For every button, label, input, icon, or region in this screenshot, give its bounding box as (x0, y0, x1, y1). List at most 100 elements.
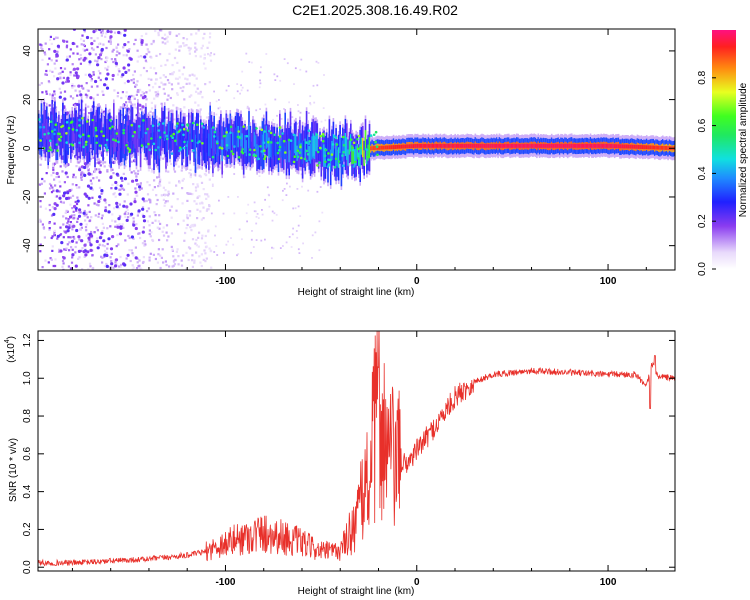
spectrogram-noise-cell (62, 76, 65, 79)
spectrogram-band-speckle (183, 140, 186, 144)
spectrogram-band-speckle (140, 144, 144, 147)
spectrogram-band-speckle (105, 146, 109, 149)
spectrogram-noise-cell (103, 255, 106, 258)
spectrogram-band-speckle (39, 139, 42, 142)
spectrogram-band-peak (471, 143, 474, 148)
spectrogram-band-speckle (111, 125, 114, 128)
spectrogram-noise-cell (73, 214, 76, 217)
spectrogram-band-peak (431, 143, 434, 148)
spectrogram-noise-cell (133, 170, 136, 173)
spectrogram-band-peak (379, 145, 382, 150)
spectrogram-noise-cell (253, 201, 256, 204)
spectrogram-noise-cell (117, 243, 120, 246)
spectrogram-noise-blob (59, 249, 63, 253)
spectrogram-noise-cell (136, 261, 139, 264)
spectrogram-band-peak (441, 143, 443, 148)
spectrogram-band-speckle (108, 127, 112, 130)
spectrogram-noise-cell (218, 99, 220, 101)
spectrogram-noise-cell (236, 83, 239, 85)
spectrogram-noise-cell (92, 177, 95, 180)
spectrogram-noise-blob (141, 105, 145, 109)
spectrogram-noise-cell (181, 89, 184, 93)
spectrogram-noise-cell (137, 183, 140, 186)
spectrogram-ytick-label: 20 (22, 94, 33, 106)
spectrogram-band-speckle (267, 140, 270, 144)
spectrogram-band-peak (485, 143, 487, 148)
spectrogram-band-peak (639, 145, 641, 149)
spectrogram-noise-blob (123, 177, 127, 181)
spectrogram-noise-cell (202, 188, 205, 191)
spectrogram-noise-cell (177, 165, 180, 168)
spectrogram-noise-blob (131, 179, 135, 183)
spectrogram-noise-blob (83, 192, 87, 196)
spectrogram-band-core (56, 132, 59, 150)
spectrogram-band-core (114, 138, 116, 152)
spectrogram-noise-cell (195, 48, 198, 51)
spectrogram-band-speckle (229, 125, 233, 129)
spectrogram-band-speckle (225, 144, 229, 147)
spectrogram-noise-cell (94, 53, 97, 56)
spectrogram-noise-blob (133, 200, 137, 204)
spectrogram-noise-cell (152, 253, 155, 256)
spectrogram-noise-cell (175, 184, 178, 187)
spectrogram-band-speckle (236, 135, 240, 139)
spectrogram-noise-cell (277, 131, 280, 133)
spectrogram-noise-blob (89, 248, 93, 252)
spectrogram-noise-cell (202, 37, 205, 40)
spectrogram-noise-cell (150, 231, 153, 234)
spectrogram-band-core (141, 121, 143, 139)
spectrogram-band-core (42, 123, 44, 138)
spectrogram-noise-cell (157, 93, 160, 96)
spectrogram-noise-blob (141, 197, 145, 201)
spectrogram-noise-cell (91, 236, 94, 239)
spectrogram-noise-cell (133, 70, 136, 73)
spectrogram-noise-blob (71, 253, 75, 257)
spectrogram-noise-cell (196, 167, 199, 170)
spectrogram-noise-cell (59, 77, 62, 80)
spectrogram-band-peak (371, 146, 373, 151)
spectrogram-noise-cell (171, 249, 174, 252)
spectrogram-band-speckle (95, 141, 98, 145)
spectrogram-band-speckle (292, 133, 296, 137)
spectrogram-band-speckle (229, 131, 232, 134)
spectrogram-noise-cell (96, 237, 99, 240)
spectrogram-band-speckle (231, 152, 235, 156)
spectrogram-noise-cell (166, 98, 169, 101)
spectrogram-noise-cell (184, 77, 187, 80)
spectrogram-noise-cell (318, 220, 321, 223)
spectrogram-noise-cell (55, 195, 59, 198)
spectrogram-noise-cell (210, 212, 213, 215)
spectrogram-noise-cell (189, 226, 192, 229)
spectrogram-noise-blob (77, 84, 81, 88)
spectrogram-band-core (362, 137, 364, 158)
spectrogram-noise-cell (90, 47, 94, 50)
spectrogram-noise-cell (160, 194, 163, 197)
spectrogram-band-speckle (374, 130, 378, 134)
spectrogram-noise-blob (116, 225, 120, 229)
spectrogram-band-speckle (159, 136, 162, 139)
spectrogram-band-core (241, 133, 244, 154)
spectrogram-band-speckle (78, 134, 81, 137)
spectrogram-noise-cell (196, 87, 199, 90)
spectrogram-noise-cell (149, 110, 152, 113)
spectrogram-band-speckle (264, 155, 267, 158)
spectrogram-noise-cell (199, 210, 202, 213)
spectrogram-noise-cell (243, 176, 246, 178)
spectrogram-noise-blob (55, 54, 59, 58)
spectrogram-noise-cell (45, 90, 48, 93)
spectrogram-band-core (147, 129, 150, 152)
spectrogram-band-core (339, 135, 341, 154)
spectrogram-noise-cell (159, 266, 162, 270)
spectrogram-noise-cell (87, 105, 90, 108)
spectrogram-band-peak (545, 143, 548, 148)
spectrogram-noise-cell (162, 74, 165, 77)
spectrogram-noise-cell (136, 90, 139, 93)
spectrogram-noise-cell (139, 184, 142, 187)
spectrogram-band-peak (446, 143, 448, 148)
spectrogram-noise-cell (61, 265, 64, 268)
spectrogram-noise-cell (132, 78, 135, 81)
spectrogram-noise-cell (297, 104, 299, 106)
spectrogram-noise-cell (80, 173, 83, 176)
spectrogram-noise-blob (141, 207, 145, 211)
spectrogram-noise-cell (198, 195, 201, 198)
